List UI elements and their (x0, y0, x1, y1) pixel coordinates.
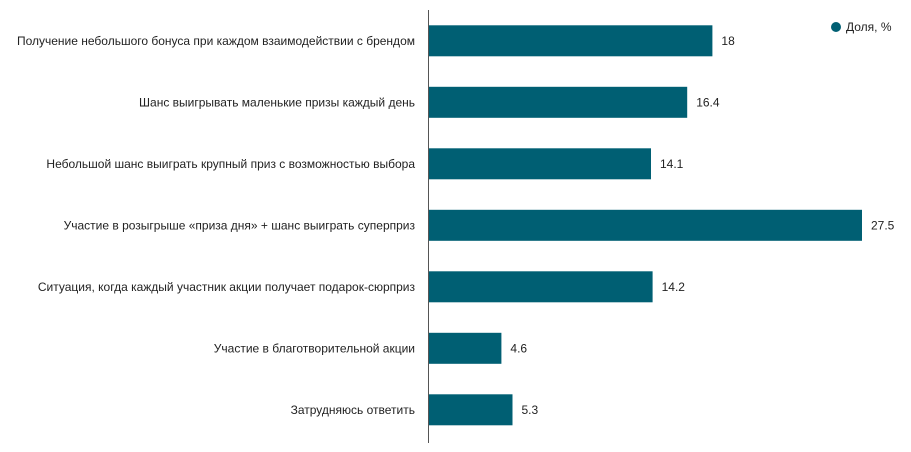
value-label-7: 5.3 (522, 403, 539, 417)
value-label-5: 14.2 (662, 280, 686, 294)
value-label-6: 4.6 (510, 341, 527, 355)
category-label-7: Затрудняюсь ответить (291, 403, 415, 417)
legend-label: Доля, % (846, 20, 892, 34)
category-label-5: Ситуация, когда каждый участник акции по… (38, 280, 416, 294)
bar-4[interactable] (429, 209, 862, 241)
category-label-1: Получение небольшого бонуса при каждом в… (17, 34, 415, 48)
value-label-1: 18 (721, 34, 735, 48)
category-labels: Получение небольшого бонуса при каждом в… (17, 34, 416, 417)
category-label-6: Участие в благотворительной акции (214, 341, 415, 355)
bar-2[interactable] (429, 86, 688, 118)
bar-5[interactable] (429, 271, 653, 303)
bar-3[interactable] (429, 148, 651, 180)
value-labels: 18 16.4 14.1 27.5 14.2 4.6 5.3 (510, 34, 894, 417)
bar-1[interactable] (429, 25, 713, 57)
legend[interactable]: Доля, % (831, 20, 892, 34)
bars-layer (429, 25, 862, 426)
category-label-3: Небольшой шанс выиграть крупный приз с в… (46, 157, 415, 171)
bar-6[interactable] (429, 332, 502, 364)
value-label-4: 27.5 (871, 218, 895, 232)
category-label-4: Участие в розыгрыше «приза дня» + шанс в… (64, 218, 416, 232)
legend-marker (831, 22, 841, 32)
value-label-3: 14.1 (660, 157, 684, 171)
category-label-2: Шанс выигрывать маленькие призы каждый д… (139, 95, 415, 109)
bar-7[interactable] (429, 394, 513, 426)
value-label-2: 16.4 (696, 95, 720, 109)
